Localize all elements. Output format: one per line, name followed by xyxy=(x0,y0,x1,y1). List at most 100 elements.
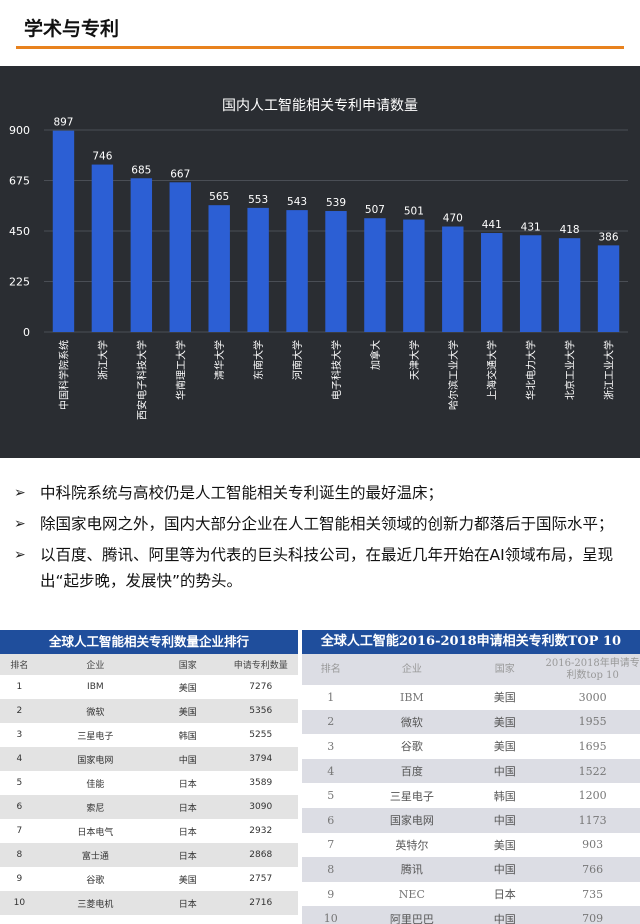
table-cell: 国家电网 xyxy=(38,747,152,771)
table-cell: 中国 xyxy=(464,906,546,924)
table-cell: 2 xyxy=(302,709,360,735)
data-label: 565 xyxy=(209,191,229,203)
x-tick-label: 浙江工业大学 xyxy=(603,340,616,400)
title-rule xyxy=(16,46,624,49)
table-cell: 7276 xyxy=(249,682,273,692)
bar xyxy=(519,235,542,332)
data-label: 897 xyxy=(53,117,73,129)
table-cell: 中国 xyxy=(464,857,546,882)
x-tick-label: 中国科学院系统 xyxy=(57,340,70,410)
bar xyxy=(130,178,153,332)
table-top10-grid: 排名 企业 国家 2016-2018年申请专利数top 10 1 IBM 美国 3000 2 微软… xyxy=(302,654,640,924)
table-cell: 1695 xyxy=(578,739,607,753)
table-row: 1 IBM 美国 3000 xyxy=(302,685,640,710)
table-cell: 6 xyxy=(0,795,39,819)
table-cell: 8 xyxy=(302,857,360,882)
table-cell: 日本 xyxy=(493,888,516,902)
table-row: 1 IBM 美国 7276 xyxy=(0,675,298,699)
bar xyxy=(208,205,230,332)
x-tick-label: 华南理工大学 xyxy=(174,340,187,400)
table-cell: 韩国 xyxy=(493,789,516,803)
data-label: 386 xyxy=(599,231,619,243)
bar xyxy=(286,210,308,332)
data-label: 746 xyxy=(92,151,112,163)
table-cell: 2868 xyxy=(223,843,298,867)
bar xyxy=(364,218,386,332)
table-cell: 美国 xyxy=(178,683,197,694)
table-cell: 1 xyxy=(327,690,335,704)
bullet-item: ➢ 除国家电网之外，国内大部分企业在人工智能相关领域的创新力都落后于国际水平； xyxy=(14,511,634,537)
table-row: 7 日本电气 日本 2932 xyxy=(0,819,298,843)
table-row: 2 微软 美国 1955 xyxy=(302,709,640,735)
data-label: 418 xyxy=(560,224,580,236)
table-cell: 日本 xyxy=(151,891,224,915)
table-cell: 903 xyxy=(582,838,604,852)
table-cell: 谷歌 xyxy=(86,875,105,886)
x-tick-label: 东南大学 xyxy=(252,340,265,380)
table-cell: 中国 xyxy=(464,807,546,833)
table-cell: 9 xyxy=(327,887,335,901)
column-header: 2016-2018年申请专利数top 10 xyxy=(545,654,640,685)
table-global-ranking-grid: 排名 企业 国家 申请专利数量 1 IBM 美国 7276 2 微软 美国 5356 3 三星电子 韩国 52… xyxy=(0,654,298,915)
table-row: 5 佳能 日本 3589 xyxy=(0,771,298,795)
table-cell: 日本电气 xyxy=(77,827,114,838)
bullet-text: 除国家电网之外，国内大部分企业在人工智能相关领域的创新力都落后于国际水平； xyxy=(40,515,614,533)
x-tick-label: 北京工业大学 xyxy=(564,340,577,400)
column-header: 企业 xyxy=(359,654,465,685)
table-cell: 日本 xyxy=(151,843,224,867)
table-header-row: 排名 企业 国家 申请专利数量 xyxy=(0,654,298,675)
table-cell: 腾讯 xyxy=(359,857,465,882)
x-tick-label: 上海交通大学 xyxy=(486,340,499,400)
table-row: 9 NEC 日本 735 xyxy=(302,882,640,907)
x-tick-label: 天津大学 xyxy=(408,340,421,380)
x-tick-label: 西安电子科技大学 xyxy=(135,340,148,420)
table-row: 8 富士通 日本 2868 xyxy=(0,843,298,867)
table-cell: 1522 xyxy=(545,758,640,784)
x-tick-label: 华北电力大学 xyxy=(525,340,538,400)
table-cell: 7 xyxy=(327,838,335,852)
bar xyxy=(481,233,503,332)
table-cell: 5 xyxy=(327,789,335,803)
table-cell: 10 xyxy=(0,891,39,915)
table-cell: 佳能 xyxy=(86,779,105,790)
data-label: 431 xyxy=(521,221,541,233)
table-row: 10 阿里巴巴 中国 709 xyxy=(302,906,640,924)
table-cell: 1955 xyxy=(545,709,640,735)
table-cell: 微软 xyxy=(359,709,465,735)
table-cell: 3000 xyxy=(578,690,607,704)
table-row: 6 索尼 日本 3090 xyxy=(0,795,298,819)
table-cell: 6 xyxy=(302,807,360,833)
y-tick-label: 0 xyxy=(23,326,30,339)
table-cell: 韩国 xyxy=(178,731,197,742)
arrow-bullet-icon: ➢ xyxy=(14,485,26,501)
table-row: 3 谷歌 美国 1695 xyxy=(302,734,640,759)
table-cell: IBM xyxy=(399,690,424,704)
bullet-text: 以百度、腾讯、阿里等为代表的巨头科技公司，在最近几年开始在AI领域布局，呈现出“… xyxy=(40,546,614,590)
chart-title: 国内人工智能相关专利申请数量 xyxy=(222,98,418,114)
bar xyxy=(558,238,581,332)
bar xyxy=(91,164,114,332)
table-cell: 2932 xyxy=(249,826,273,836)
table-cell: 日本 xyxy=(151,795,224,819)
table-cell: 9 xyxy=(16,874,23,884)
table-cell: 4 xyxy=(302,758,360,784)
table-cell: 谷歌 xyxy=(400,740,423,754)
table-cell: 766 xyxy=(545,857,640,882)
data-label: 553 xyxy=(248,194,268,206)
table-cell: 4 xyxy=(0,747,39,771)
table-row: 4 国家电网 中国 3794 xyxy=(0,747,298,771)
table-cell: 3794 xyxy=(223,747,298,771)
table-cell: 5356 xyxy=(223,699,298,723)
table-top10-title: 全球人工智能2016-2018申请相关专利数TOP 10 xyxy=(302,630,640,654)
table-cell: 3589 xyxy=(249,778,273,788)
column-header: 排名 xyxy=(302,654,360,685)
table-cell: 微软 xyxy=(38,699,152,723)
table-cell: 2757 xyxy=(249,874,273,884)
table-cell: NEC xyxy=(398,887,425,901)
table-cell: 3 xyxy=(16,730,23,740)
table-cell: 7 xyxy=(16,826,23,836)
x-tick-label: 哈尔滨工业大学 xyxy=(447,340,460,410)
table-cell: 5 xyxy=(16,778,23,788)
table-cell: 三星电子 xyxy=(389,789,434,803)
table-row: 10 三菱电机 日本 2716 xyxy=(0,891,298,915)
